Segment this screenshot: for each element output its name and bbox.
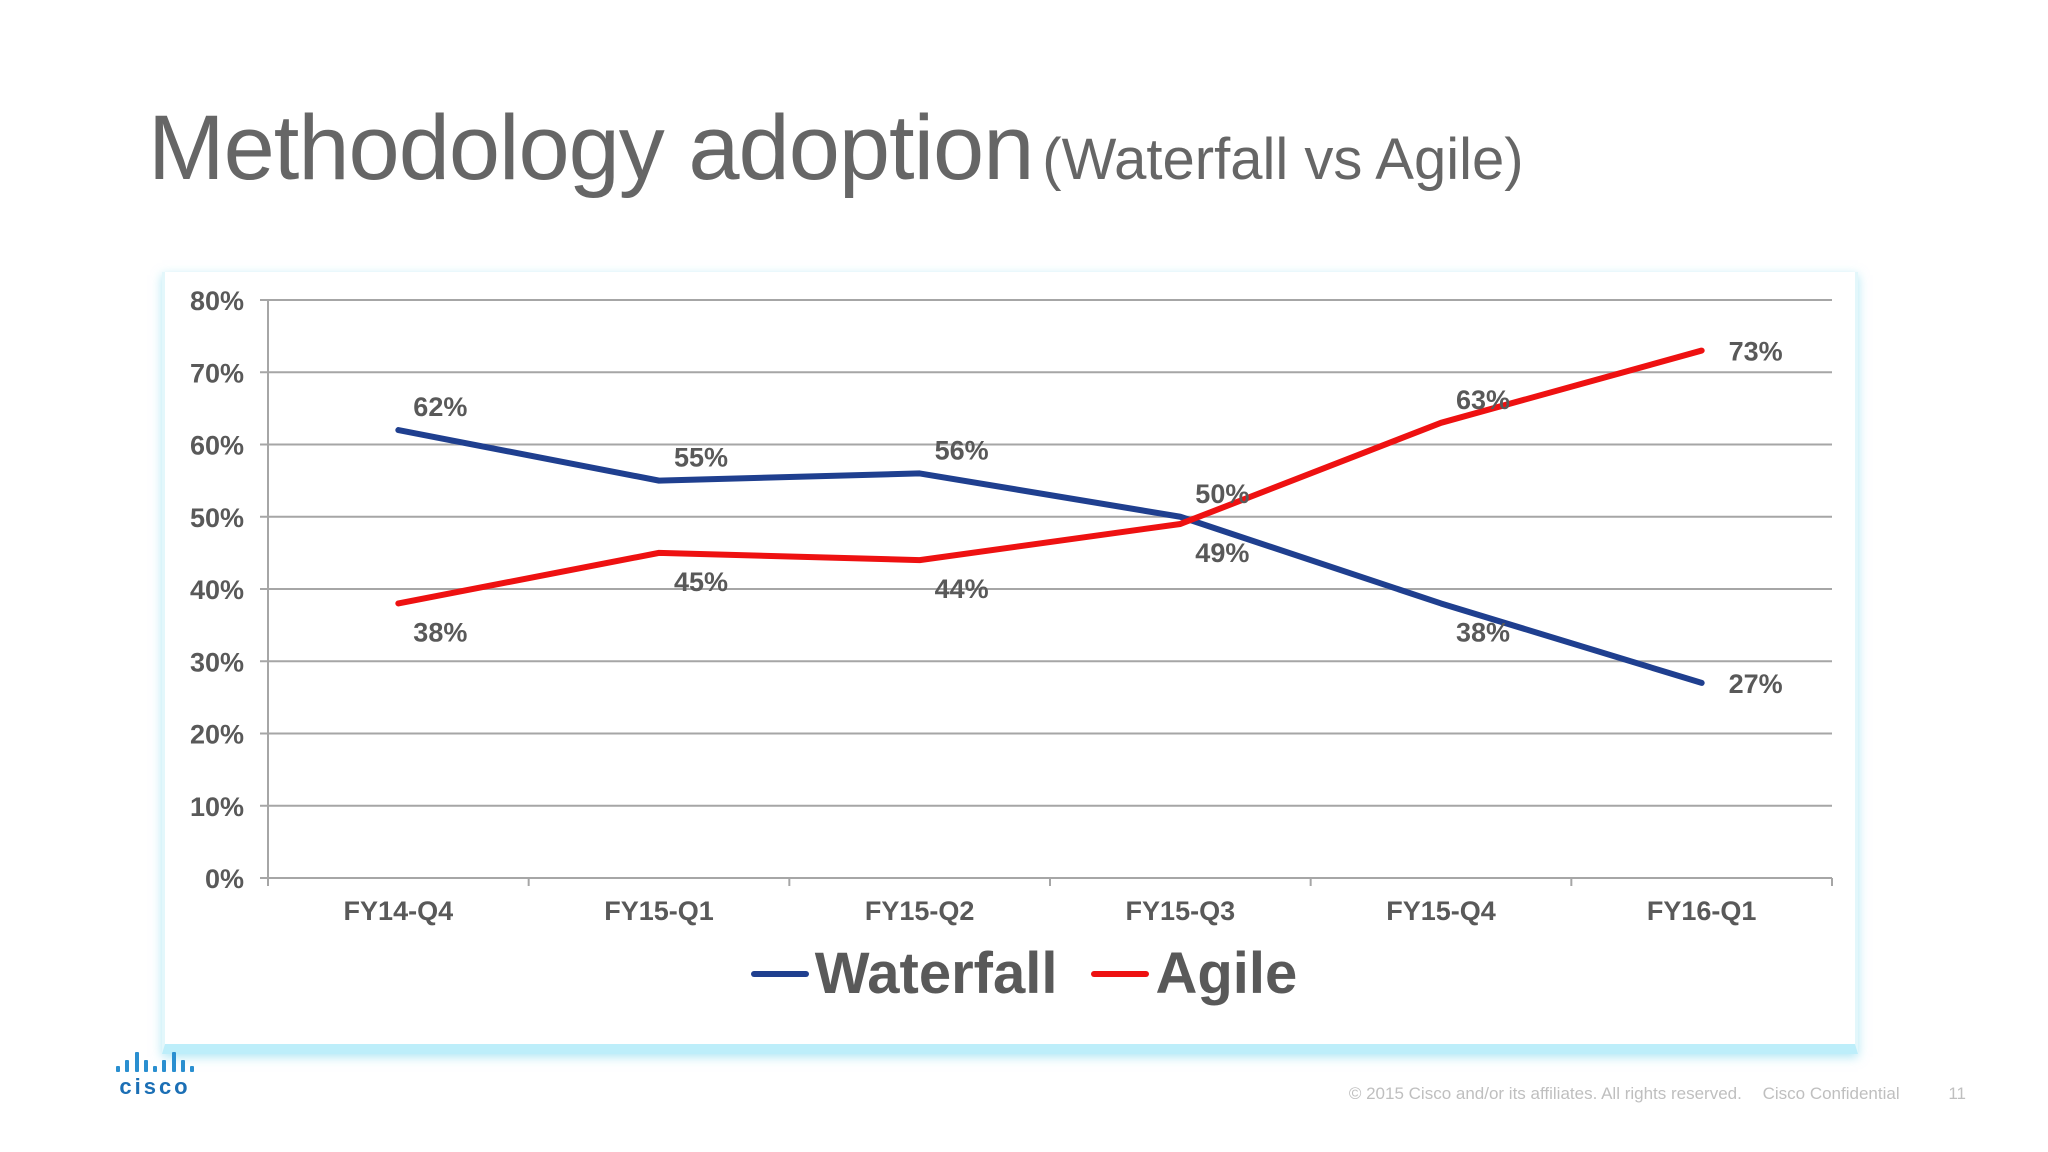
data-label: 56%: [935, 435, 989, 465]
x-tick-label: FY14-Q4: [344, 896, 454, 926]
title-subtitle: (Waterfall vs Agile): [1042, 127, 1524, 192]
series-line-waterfall: [395, 427, 1705, 686]
slide-title: Methodology adoption (Waterfall vs Agile…: [148, 96, 1524, 201]
footer: © 2015 Cisco and/or its affiliates. All …: [1349, 1084, 1966, 1104]
data-label: 38%: [413, 617, 467, 647]
cisco-bars-icon: [112, 1052, 198, 1072]
data-label: 38%: [1456, 617, 1510, 647]
x-tick-label: FY15-Q4: [1386, 896, 1496, 926]
x-tick-label: FY16-Q1: [1647, 896, 1757, 926]
y-tick-label: 10%: [190, 792, 244, 822]
y-tick-label: 20%: [190, 720, 244, 750]
data-label: 63%: [1456, 385, 1510, 415]
data-label: 50%: [1195, 479, 1249, 509]
chart-panel: [162, 272, 1858, 1054]
y-tick-label: 30%: [190, 647, 244, 677]
series-line-agile: [395, 347, 1705, 607]
data-label: 49%: [1195, 538, 1249, 568]
x-tick-label: FY15-Q3: [1126, 896, 1236, 926]
data-label: 44%: [935, 574, 989, 604]
data-label: 27%: [1729, 669, 1783, 699]
page-number: 11: [1948, 1084, 1966, 1103]
cisco-logo-text: cisco: [119, 1074, 191, 1099]
legend-label-agile: Agile: [1155, 941, 1298, 1006]
data-label: 73%: [1729, 337, 1783, 367]
legend-item-agile: Agile: [1091, 940, 1297, 1007]
chart-legend: Waterfall Agile: [0, 940, 2048, 1007]
title-main: Methodology adoption: [148, 97, 1034, 199]
y-tick-label: 0%: [205, 864, 244, 894]
data-label: 45%: [674, 567, 728, 597]
cisco-logo: cisco: [112, 1052, 198, 1100]
legend-label-waterfall: Waterfall: [814, 941, 1058, 1006]
y-tick-label: 40%: [190, 575, 244, 605]
y-tick-label: 70%: [190, 358, 244, 388]
y-tick-label: 50%: [190, 503, 244, 533]
x-tick-label: FY15-Q1: [604, 896, 714, 926]
legend-swatch-waterfall: [750, 970, 809, 977]
footer-confidential: Cisco Confidential: [1762, 1084, 1900, 1103]
footer-copyright: © 2015 Cisco and/or its affiliates. All …: [1348, 1084, 1742, 1103]
y-tick-label: 60%: [190, 431, 244, 461]
data-label: 62%: [413, 392, 467, 422]
data-label: 55%: [674, 443, 728, 473]
legend-item-waterfall: Waterfall: [750, 940, 1058, 1007]
x-tick-label: FY15-Q2: [865, 896, 975, 926]
y-tick-label: 80%: [190, 286, 244, 316]
legend-swatch-agile: [1091, 970, 1150, 977]
